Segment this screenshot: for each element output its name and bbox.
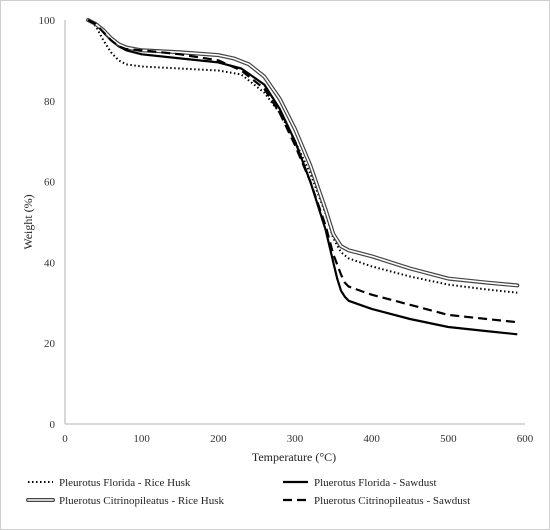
x-tick-label: 0 bbox=[62, 433, 68, 445]
legend-item-4: Pluerotus Citrinopileatus - Sawdust bbox=[283, 495, 470, 507]
series-line-3 bbox=[86, 18, 520, 288]
legend-label: Pluerotus Citrinopileatus - Rice Husk bbox=[59, 495, 224, 507]
legend-item-2: Pluerotus Florida - Sawdust bbox=[283, 477, 437, 489]
legend-item-3: Pluerotus Citrinopileatus - Rice Husk bbox=[26, 495, 224, 507]
series-path-3-inner bbox=[87, 19, 519, 287]
y-tick-label: 100 bbox=[39, 15, 56, 27]
x-tick-label: 400 bbox=[363, 433, 380, 445]
y-tick-label: 20 bbox=[44, 338, 56, 350]
x-tick-label: 300 bbox=[287, 433, 304, 445]
legend-item-1: Pleurotus Florida - Rice Husk bbox=[28, 477, 191, 489]
series-path-4 bbox=[87, 19, 518, 324]
legend-label: Pleurotus Florida - Rice Husk bbox=[59, 477, 191, 489]
x-tick-label: 500 bbox=[440, 433, 457, 445]
y-tick-label: 0 bbox=[50, 419, 56, 431]
legend-label: Pluerotus Citrinopileatus - Sawdust bbox=[314, 495, 470, 507]
series-path-1 bbox=[87, 19, 518, 294]
y-tick-label: 60 bbox=[44, 177, 56, 189]
series-line-4 bbox=[87, 19, 518, 324]
x-tick-label: 600 bbox=[517, 433, 534, 445]
legend: Pleurotus Florida - Rice Husk Pluerotus F… bbox=[26, 477, 470, 507]
series-path-3-outer bbox=[86, 18, 520, 288]
series-path-2 bbox=[87, 19, 518, 336]
series-line-2 bbox=[87, 19, 518, 336]
y-tick-label: 40 bbox=[44, 257, 56, 269]
y-tick-label: 80 bbox=[44, 96, 56, 108]
y-axis-title: Weight (%) bbox=[21, 194, 35, 249]
x-axis-title: Temperature (°C) bbox=[252, 450, 336, 464]
x-tick-label: 100 bbox=[133, 433, 150, 445]
x-tick-label: 200 bbox=[210, 433, 227, 445]
series-line-1 bbox=[87, 19, 518, 294]
legend-label: Pluerotus Florida - Sawdust bbox=[314, 477, 437, 489]
plot-area: 0 20 40 60 80 100 0 100 200 300 400 500 600 bbox=[39, 15, 534, 445]
